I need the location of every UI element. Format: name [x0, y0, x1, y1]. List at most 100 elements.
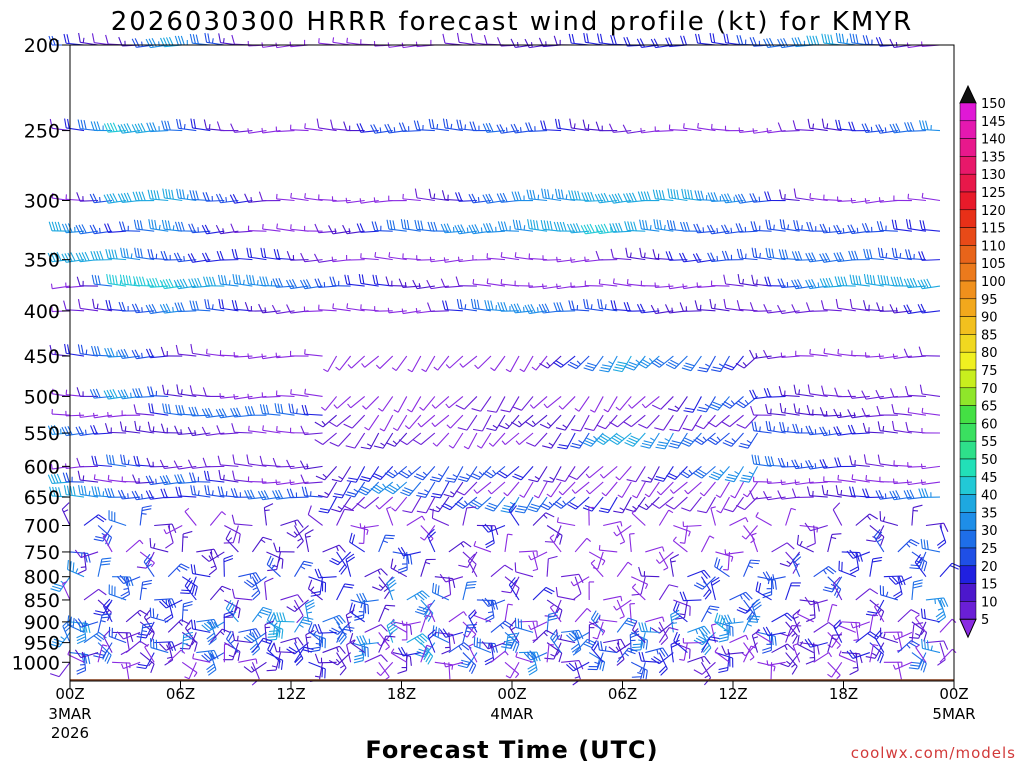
wind-barb — [387, 620, 397, 643]
wind-barb — [501, 252, 519, 260]
wind-barb — [623, 415, 645, 426]
colorbar-label: 5 — [981, 613, 989, 628]
wind-barb — [374, 197, 392, 202]
wind-barb — [64, 301, 84, 311]
wind-barb — [912, 580, 923, 600]
colorbar-bottom-arrow — [960, 619, 976, 637]
wind-barb — [737, 300, 757, 311]
wind-barb — [92, 33, 112, 45]
wind-barb — [890, 39, 912, 48]
colorbar-label: 70 — [981, 382, 998, 397]
wind-barb — [445, 662, 450, 680]
wind-barb — [820, 253, 842, 262]
x-tick-label: 00Z — [939, 685, 968, 703]
wind-barb — [414, 121, 435, 131]
wind-barb — [780, 190, 800, 201]
wind-barb — [824, 476, 842, 482]
wind-barb — [793, 554, 801, 577]
wind-barb — [878, 421, 898, 433]
wind-barb — [670, 554, 678, 576]
credit-text: coolwx.com/models — [851, 744, 1016, 762]
wind-barb — [403, 253, 421, 259]
wind-barb — [764, 491, 786, 499]
x-axis-label: Forecast Time (UTC) — [365, 736, 658, 764]
wind-barb — [392, 497, 407, 511]
wind-barb — [365, 415, 379, 430]
y-tick-label: 550 — [24, 423, 60, 445]
colorbar-swatch — [960, 281, 976, 299]
wind-barb — [233, 454, 253, 466]
colorbar-label: 115 — [981, 222, 1006, 237]
wind-barb — [625, 221, 646, 231]
wind-barb — [301, 475, 323, 484]
wind-barb — [165, 525, 173, 548]
wind-barb — [838, 475, 856, 482]
wind-barb — [828, 604, 837, 621]
wind-barb — [526, 433, 547, 446]
wind-barb — [442, 577, 451, 599]
wind-barb — [147, 458, 168, 467]
wind-barb — [77, 622, 86, 644]
wind-barb — [586, 466, 603, 477]
wind-barb — [291, 125, 309, 131]
wind-barb — [709, 466, 730, 480]
wind-barb — [731, 482, 744, 498]
wind-barb — [515, 618, 533, 633]
wind-barb — [64, 34, 84, 45]
wind-barb — [936, 600, 945, 623]
wind-barb — [586, 482, 603, 494]
wind-barb — [379, 535, 395, 552]
wind-barb — [119, 222, 140, 232]
wind-barb — [329, 415, 351, 426]
wind-barb — [794, 404, 814, 416]
wind-barb — [217, 122, 238, 131]
wind-barb — [442, 632, 451, 654]
y-tick-label: 200 — [24, 35, 60, 57]
wind-barb — [443, 300, 463, 310]
wind-barb — [92, 275, 112, 286]
wind-barb — [525, 304, 547, 313]
wind-barb — [449, 433, 463, 448]
wind-barb — [742, 525, 758, 539]
wind-barb — [540, 415, 561, 428]
wind-barb — [897, 662, 902, 681]
wind-barb — [920, 385, 940, 397]
wind-barb — [529, 552, 547, 560]
wind-barb — [754, 477, 772, 482]
wind-barb — [120, 422, 140, 433]
wind-barb — [434, 356, 449, 370]
wind-barb — [834, 225, 856, 234]
wind-barb — [333, 37, 351, 45]
wind-barb — [515, 281, 533, 286]
wind-barb — [295, 561, 314, 576]
wind-barb — [160, 460, 182, 469]
wind-barb — [206, 653, 215, 676]
colorbar-swatch — [960, 584, 976, 602]
wind-barb — [291, 224, 309, 231]
colorbar-label: 50 — [981, 453, 998, 468]
wind-barb — [373, 275, 393, 286]
wind-barb — [922, 639, 940, 653]
wind-barb — [666, 356, 687, 369]
wind-barb — [319, 194, 337, 200]
wind-barb — [259, 304, 281, 313]
wind-barb — [701, 606, 719, 622]
wind-barb — [512, 466, 533, 480]
colorbar-label: 30 — [981, 524, 998, 539]
wind-barb — [190, 301, 210, 311]
wind-barb — [850, 456, 870, 467]
wind-barb — [362, 356, 379, 367]
wind-barb — [449, 612, 467, 622]
wind-barb — [473, 279, 491, 286]
wind-barb — [252, 577, 260, 600]
wind-barb — [683, 638, 701, 643]
wind-barb — [763, 572, 785, 581]
wind-barb — [659, 653, 667, 676]
wind-barb — [387, 577, 396, 600]
colorbar-label: 35 — [981, 506, 998, 521]
wind-barb — [150, 538, 168, 552]
wind-barb — [653, 190, 673, 201]
wind-barb — [121, 248, 141, 260]
colorbar-label: 40 — [981, 489, 998, 504]
wind-barb — [315, 433, 337, 445]
